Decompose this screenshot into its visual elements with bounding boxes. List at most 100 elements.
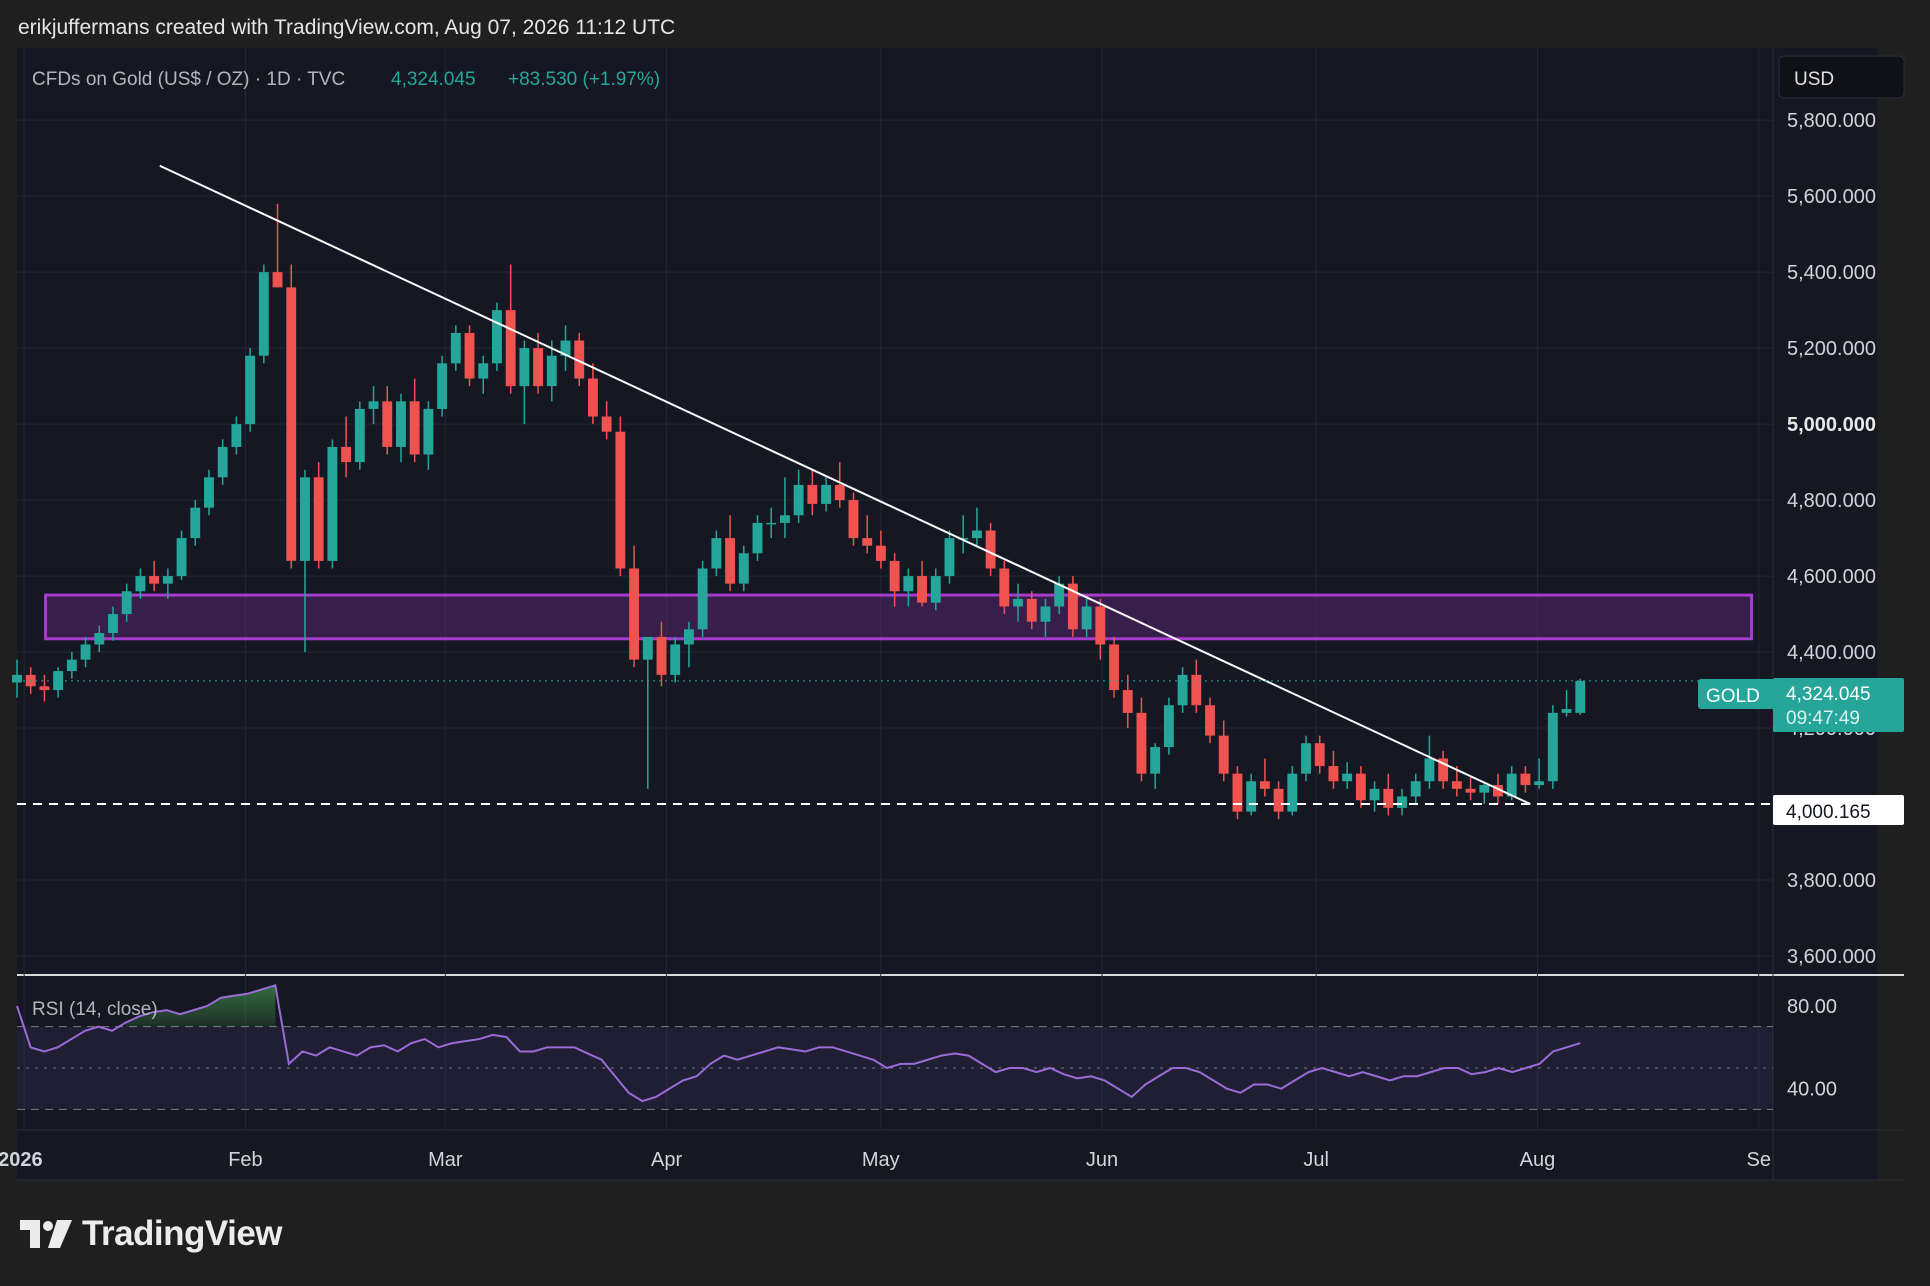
currency-button-label: USD [1794, 69, 1834, 90]
candle-body [574, 340, 585, 379]
candle-body [889, 560, 900, 592]
candle-body [848, 500, 859, 539]
legend-price: 4,324.045 [391, 69, 476, 90]
candle-body [642, 636, 653, 660]
candle-body [875, 545, 886, 561]
candle-body [1465, 788, 1476, 793]
price-tick-label: 5,600.000 [1787, 186, 1876, 208]
candles [12, 203, 1586, 820]
candle-body [1561, 709, 1572, 713]
candle-body [588, 378, 598, 417]
candle-body [231, 424, 242, 447]
time-tick-label: 2026 [0, 1149, 43, 1171]
candle-body [779, 515, 790, 523]
time-tick-label: Jul [1303, 1149, 1329, 1171]
candle-body [39, 686, 50, 691]
candle-body [862, 538, 873, 546]
price-tick-label: 4,800.000 [1787, 490, 1876, 512]
candle-body [66, 659, 77, 672]
candle-body [1013, 598, 1023, 607]
overlays [17, 164, 1773, 805]
legend-symbol: CFDs on Gold (US$ / OZ) · 1D · TVC [32, 69, 345, 90]
candle-body [121, 591, 132, 615]
candle-body [1520, 773, 1531, 786]
candle-body [1136, 712, 1147, 774]
candle-body [725, 538, 736, 584]
price-tick-label: 5,800.000 [1787, 110, 1876, 132]
candle-body [313, 477, 324, 561]
candle-body [327, 446, 338, 561]
candle-body [903, 576, 914, 592]
price-tick-label: 4,600.000 [1787, 566, 1876, 588]
tradingview-logo[interactable]: TradingView [20, 1214, 283, 1254]
price-tick-label: 3,800.000 [1787, 870, 1876, 892]
candle-body [108, 614, 118, 634]
candle-body [615, 431, 626, 569]
level-tag [1773, 795, 1904, 825]
candle-body [697, 568, 708, 630]
candle-body [793, 484, 804, 516]
symbol-tag-label: GOLD [1706, 686, 1760, 707]
chart-frame[interactable] [17, 48, 1877, 1180]
candle-body [204, 477, 214, 508]
candle-body [286, 287, 297, 561]
candle-body [396, 401, 406, 447]
chart-credit: erikjuffermans created with TradingView.… [18, 16, 676, 39]
candle-body [683, 629, 694, 645]
candle-body [190, 507, 201, 539]
tradingview-logo-text: TradingView [82, 1214, 283, 1253]
rsi-tick-label: 40.00 [1787, 1079, 1837, 1101]
candle-body [409, 401, 420, 455]
candle-body [821, 484, 831, 504]
price-tick-label: 3,600.000 [1787, 946, 1876, 968]
legend-change: +83.530 (+1.97%) [508, 69, 660, 90]
candle-body [1081, 606, 1092, 630]
candle-body [1054, 583, 1065, 607]
time-tick-label: Feb [228, 1149, 262, 1171]
descending-trendline [159, 164, 1531, 805]
candle-body [1479, 785, 1490, 793]
candle-body [149, 576, 160, 584]
tradingview-logo-icon [20, 1220, 72, 1248]
candle-body [1232, 773, 1243, 812]
time-tick-label: May [862, 1149, 900, 1171]
last-price-value: 4,324.045 [1786, 684, 1871, 705]
rsi-pane [16, 984, 1773, 1110]
supply-zone [44, 593, 1754, 641]
time-tick-label: Aug [1520, 1149, 1556, 1171]
candle-body [12, 674, 22, 683]
candle-body [162, 576, 173, 584]
candle-body [985, 530, 996, 569]
candle-body [834, 484, 845, 501]
candle-body [999, 568, 1010, 607]
candle-body [601, 416, 612, 432]
candle-body [258, 272, 269, 356]
candle-body [437, 363, 448, 409]
time-tick-label: Mar [428, 1149, 463, 1171]
candle-body [1122, 690, 1133, 713]
candle-body [1301, 743, 1311, 774]
candle-body [519, 348, 530, 387]
candle-body [1150, 747, 1161, 774]
candle-body [1438, 758, 1449, 782]
candle-body [1328, 766, 1339, 782]
currency-button[interactable] [1778, 55, 1905, 99]
rsi-tick-label: 80.00 [1787, 996, 1837, 1018]
candle-body [1397, 796, 1407, 808]
candle-body [1355, 773, 1366, 801]
candle-body [1424, 758, 1435, 782]
candle-body [1575, 680, 1586, 713]
candle-body [546, 355, 557, 387]
candle-body [1026, 598, 1037, 622]
candle-body [354, 408, 365, 463]
candle-body [1218, 735, 1229, 774]
candle-body [341, 446, 352, 463]
candle-body [135, 576, 146, 592]
candle-body [629, 568, 640, 660]
price-tick-label: 5,000.000 [1787, 414, 1876, 436]
time-tick-label: Apr [651, 1149, 682, 1171]
candle-body [80, 644, 91, 660]
candle-body [1259, 781, 1270, 789]
price-tick-label: 5,400.000 [1787, 262, 1876, 284]
